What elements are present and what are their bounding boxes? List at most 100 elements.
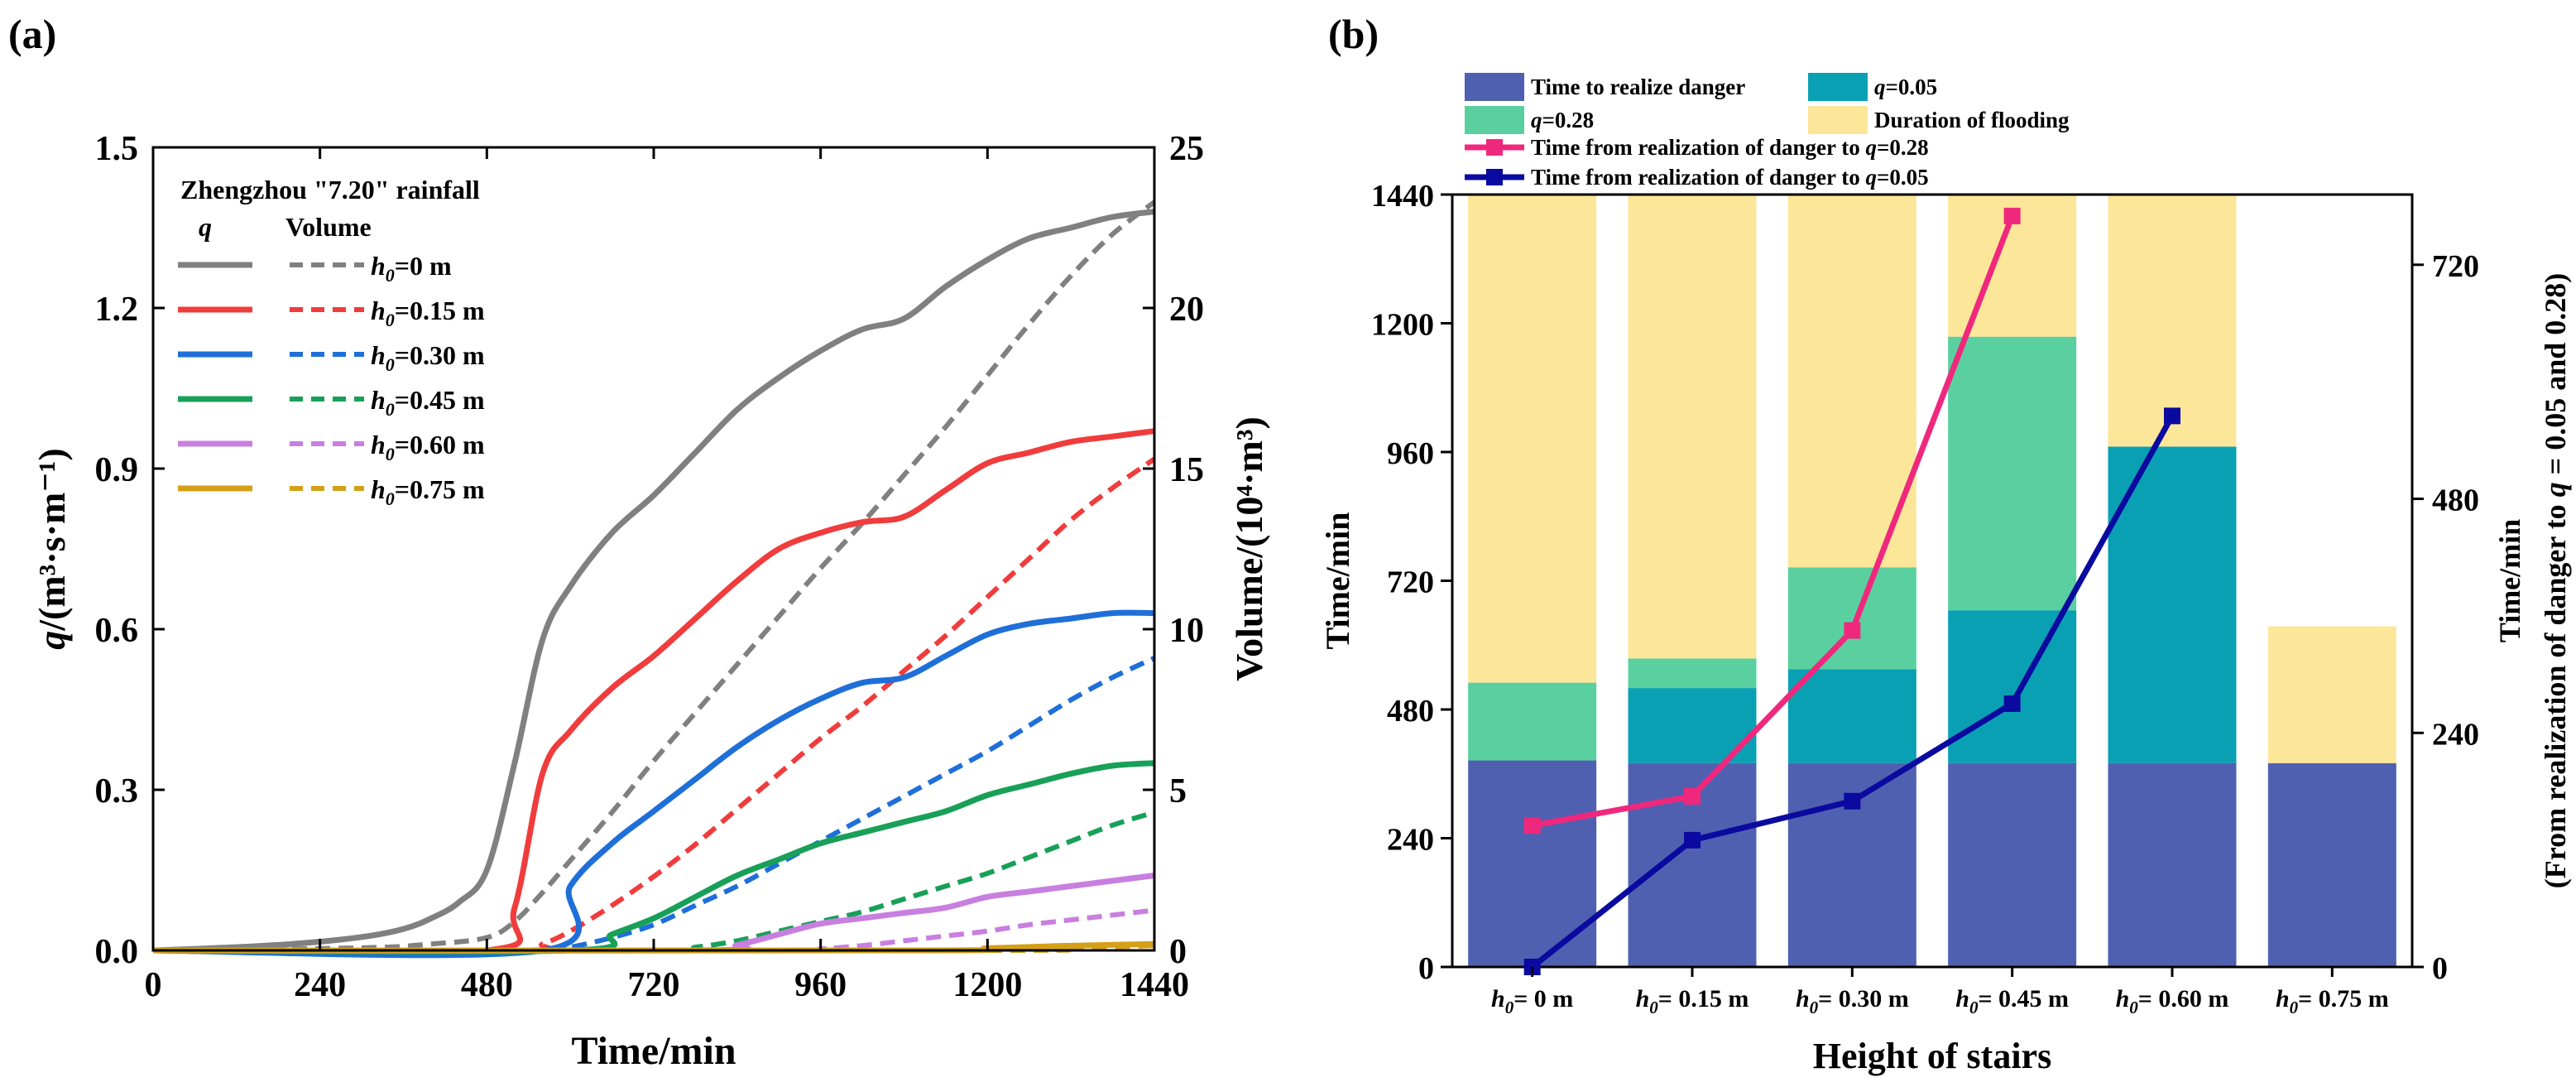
- line-series-0: [1532, 214, 2015, 829]
- y2-tick-label: 15: [1169, 451, 1204, 489]
- bar-segment-2: [1468, 682, 1597, 761]
- y-tick-label: 0.3: [95, 772, 139, 810]
- legend-label: h0=0.60 m: [371, 430, 485, 464]
- x-tick-label: h0= 0.30 m: [1796, 985, 1909, 1017]
- y2-tick-label: 0: [1169, 933, 1187, 971]
- q-line-2: [152, 609, 1155, 959]
- y-axis-label: Time/min: [1319, 512, 1356, 650]
- line-marker-1: [2164, 407, 2180, 425]
- x-tick-label: 1200: [952, 966, 1022, 1004]
- legend-swatch: [1808, 73, 1868, 101]
- y-tick-label: 960: [1387, 436, 1434, 471]
- y2-tick-label: 10: [1169, 612, 1204, 650]
- bar-segment-1: [1787, 669, 1916, 763]
- legend-label: Time from realization of danger to q=0.0…: [1531, 165, 1929, 190]
- legend-label: q=0.28: [1531, 108, 1594, 132]
- panel-a-label: (a): [8, 11, 56, 57]
- y2-axis-label: Volume/(10⁴·m³): [1228, 416, 1270, 681]
- x-axis-label: Time/min: [571, 1029, 736, 1073]
- x-tick-label: 0: [145, 966, 162, 1004]
- x-tick-label: h0= 0.60 m: [2116, 985, 2229, 1017]
- y2-tick-label: 5: [1169, 772, 1187, 810]
- bar-segment-1: [1948, 610, 2077, 763]
- y2-tick-label: 25: [1169, 130, 1204, 168]
- legend-label: h0=0.30 m: [371, 340, 485, 375]
- bar-segment-2: [1787, 567, 1916, 670]
- legend-line-marker: [1486, 139, 1503, 156]
- y-tick-label: 0.0: [95, 933, 139, 971]
- volume-line-4: [152, 907, 1155, 954]
- line-marker-0: [1684, 787, 1701, 805]
- q-line-1: [152, 428, 1155, 957]
- bar-segment-0: [2108, 762, 2237, 967]
- y-tick-label: 1.5: [95, 130, 139, 168]
- bar-segment-0: [1948, 762, 2077, 967]
- bar-segment-1: [2108, 446, 2237, 763]
- legend-label: Time to realize danger: [1531, 75, 1745, 99]
- legend-label: q=0.05: [1874, 75, 1937, 99]
- line-marker-1: [1844, 792, 1861, 810]
- panel-b-label: (b): [1328, 11, 1379, 57]
- y-tick-label: 720: [1387, 565, 1434, 600]
- bar-segment-3: [2267, 626, 2396, 763]
- chart-b: 0 240 480 720 960 1200 1440 0 240 480 720 h0= 0 m h0…: [1319, 73, 2572, 1076]
- volume-line-2: [152, 656, 1156, 954]
- x-tick-label: 720: [628, 966, 680, 1004]
- legend-col-q: q: [199, 212, 212, 242]
- bar-segment-0: [1468, 760, 1597, 967]
- y-tick-label: 0.9: [95, 451, 139, 489]
- legend-title: Zhengzhou "7.20" rainfall: [180, 175, 480, 204]
- x-tick-label: h0= 0.15 m: [1636, 985, 1749, 1017]
- bar-segment-2: [1948, 336, 2077, 611]
- y-tick-label: 0: [1418, 951, 1434, 986]
- x-tick-label: 960: [794, 966, 847, 1004]
- y-tick-label: 1440: [1371, 179, 1434, 214]
- x-tick-label: h0= 0.75 m: [2276, 985, 2389, 1017]
- x-tick-label: 480: [461, 966, 513, 1004]
- y-tick-label: 0.6: [95, 612, 139, 650]
- line-marker-0: [1523, 817, 1541, 834]
- legend-line-marker: [1486, 169, 1503, 185]
- legend-label: h0=0.75 m: [371, 474, 485, 509]
- y2-tick-label: 0: [2432, 951, 2448, 986]
- y-axis-label: q/(m³·s·m⁻¹): [31, 448, 73, 650]
- bar-segment-2: [1628, 658, 1757, 689]
- x-tick-label: h0= 0 m: [1491, 985, 1573, 1017]
- y2-axis-label: Time/min: [2493, 519, 2526, 642]
- q-line-0: [152, 209, 1155, 954]
- y-tick-label: 480: [1387, 694, 1434, 729]
- q-line-3: [152, 760, 1155, 955]
- legend-col-volume: Volume: [285, 212, 372, 242]
- y-tick-label: 1200: [1371, 308, 1434, 343]
- line-marker-0: [1844, 622, 1861, 639]
- y-tick-label: 240: [1387, 823, 1434, 858]
- volume-line-0: [152, 200, 1156, 953]
- y2-tick-label: 20: [1169, 291, 1204, 329]
- y2-tick-label: 480: [2432, 483, 2479, 518]
- y-tick-label: 1.2: [95, 291, 139, 329]
- y2-axis-sublabel: (From realization of danger to q = 0.05 …: [2539, 273, 2572, 888]
- axes-frame: [151, 146, 1156, 952]
- x-tick-label: 240: [294, 966, 346, 1004]
- x-axis-label: Height of stairs: [1813, 1036, 2051, 1076]
- legend-swatch: [1808, 106, 1868, 134]
- y2-tick-label: 240: [2432, 717, 2479, 752]
- bar-segment-0: [2267, 762, 2396, 967]
- legend-label: Time from realization of danger to q=0.2…: [1531, 135, 1929, 160]
- legend-label: h0=0 m: [371, 251, 452, 286]
- legend-swatch: [1465, 106, 1524, 134]
- x-tick-label: h0= 0.45 m: [1955, 985, 2069, 1017]
- bar-segment-3: [1468, 195, 1597, 683]
- y2-tick-label: 720: [2432, 249, 2479, 284]
- line-marker-1: [2003, 695, 2021, 712]
- bar-segment-3: [1787, 195, 1916, 568]
- bar-segment-3: [1628, 195, 1757, 659]
- x-tick-label: 1440: [1120, 966, 1189, 1004]
- legend-swatch: [1465, 73, 1524, 101]
- legend-label: h0=0.45 m: [371, 385, 485, 420]
- bar-segment-3: [2108, 195, 2237, 447]
- legend-label: h0=0.15 m: [371, 296, 485, 330]
- chart-a: 0 240 480 720 960 1200 1440 0.0 0.3 0.6 0.9 1.2 1.5 0…: [31, 130, 1270, 1073]
- line-marker-0: [2003, 207, 2021, 224]
